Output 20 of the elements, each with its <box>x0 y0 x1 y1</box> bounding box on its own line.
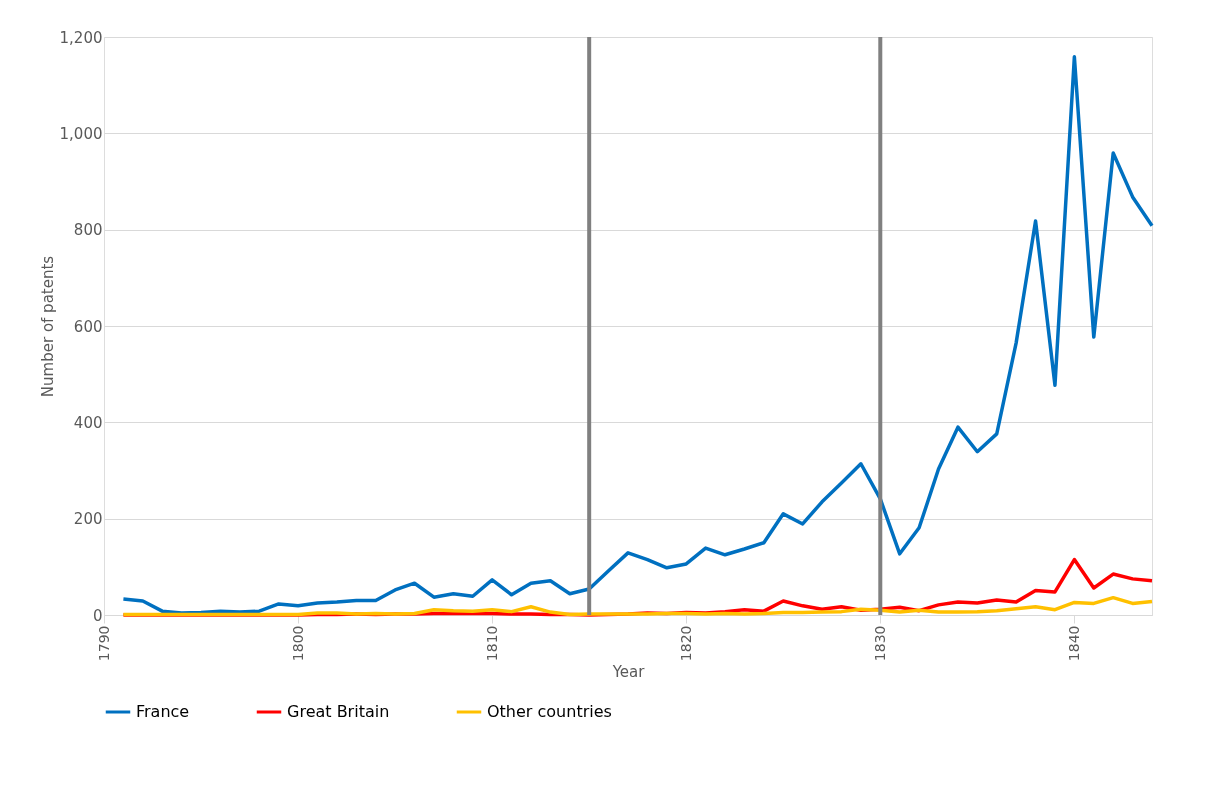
y-tick-label: 800 <box>73 221 103 240</box>
x-tick-label: 1830 <box>871 625 888 662</box>
x-tick-label: 1840 <box>1065 625 1082 662</box>
legend-label: Great Britain <box>287 702 390 721</box>
legend-label: France <box>136 702 190 721</box>
x-tick-label: 1820 <box>677 625 694 662</box>
y-tick-label: 0 <box>92 606 103 625</box>
x-tick-label: 1810 <box>483 625 500 662</box>
y-axis-title: Number of patents <box>38 255 57 398</box>
line-series <box>121 55 1154 615</box>
y-tick-label: 1,200 <box>59 28 103 47</box>
legend-label: Other countries <box>487 702 612 721</box>
line-series <box>121 595 1154 617</box>
y-tick-label: 600 <box>73 317 103 336</box>
y-tick-label: 200 <box>73 510 103 529</box>
x-axis-title: Year <box>611 663 646 682</box>
y-tick-label: 400 <box>73 413 103 432</box>
x-tick-label: 1800 <box>289 625 306 662</box>
y-tick-label: 1,000 <box>59 124 103 143</box>
x-tick-label: 1790 <box>95 625 112 662</box>
